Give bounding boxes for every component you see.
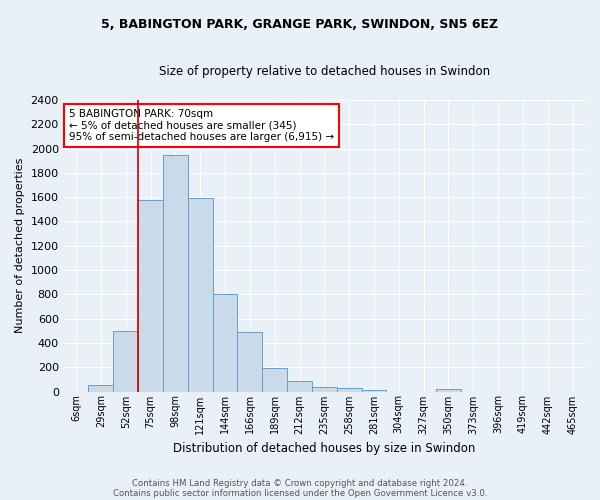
- Bar: [163, 154, 188, 392]
- Text: 5, BABINGTON PARK, GRANGE PARK, SWINDON, SN5 6EZ: 5, BABINGTON PARK, GRANGE PARK, SWINDON,…: [101, 18, 499, 30]
- Bar: [113, 331, 138, 392]
- Y-axis label: Number of detached properties: Number of detached properties: [15, 158, 25, 334]
- Bar: [238, 332, 262, 392]
- Bar: [312, 388, 337, 392]
- Text: Contains HM Land Registry data © Crown copyright and database right 2024.: Contains HM Land Registry data © Crown c…: [132, 478, 468, 488]
- Bar: [362, 390, 386, 392]
- Title: Size of property relative to detached houses in Swindon: Size of property relative to detached ho…: [159, 65, 490, 78]
- Bar: [188, 198, 212, 392]
- Bar: [262, 368, 287, 392]
- Bar: [287, 380, 312, 392]
- Text: Contains public sector information licensed under the Open Government Licence v3: Contains public sector information licen…: [113, 488, 487, 498]
- Bar: [337, 388, 362, 392]
- Text: 5 BABINGTON PARK: 70sqm
← 5% of detached houses are smaller (345)
95% of semi-de: 5 BABINGTON PARK: 70sqm ← 5% of detached…: [69, 108, 334, 142]
- Bar: [88, 385, 113, 392]
- X-axis label: Distribution of detached houses by size in Swindon: Distribution of detached houses by size …: [173, 442, 476, 455]
- Bar: [138, 200, 163, 392]
- Bar: [436, 389, 461, 392]
- Bar: [212, 294, 238, 392]
